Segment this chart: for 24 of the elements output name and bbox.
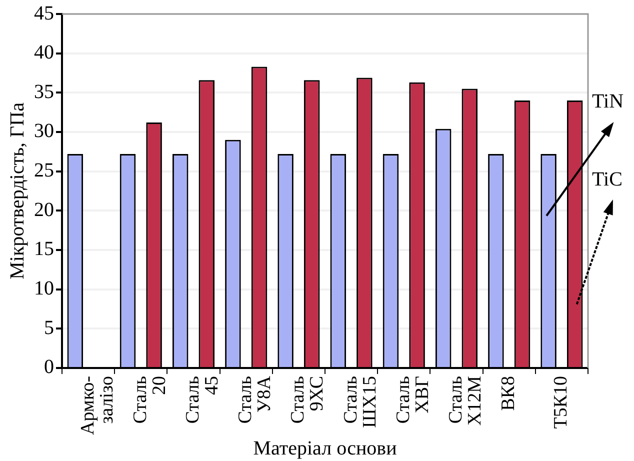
- x-tick-label: Сталь 20: [130, 376, 170, 424]
- y-tick-label: 20: [34, 198, 54, 221]
- x-tick-label: Сталь ШХ15: [340, 376, 380, 428]
- x-tick-label: Сталь ХВГ: [392, 376, 433, 424]
- x-axis-title: Матеріал основи: [253, 437, 398, 460]
- y-tick-label: 30: [34, 120, 54, 142]
- y-tick-label: 0: [44, 356, 54, 378]
- y-tick-label: 5: [44, 316, 54, 339]
- y-tick-label: 15: [34, 238, 54, 260]
- x-tick-label: Сталь 45: [182, 376, 222, 424]
- y-axis-title: Мікротвердість, ГПа: [6, 102, 28, 280]
- y-tick-label: 40: [34, 42, 54, 64]
- y-tick-label: 35: [34, 80, 54, 103]
- text: TiN: [592, 90, 624, 113]
- x-tick-label: Т5К10: [550, 376, 572, 429]
- x-tick-label: Армко- залізо: [77, 376, 118, 436]
- series-label: TiC: [592, 168, 622, 191]
- y-tick-label: 10: [34, 278, 54, 300]
- y-tick-label: 25: [34, 160, 54, 182]
- x-tick-label: ВК8: [498, 376, 520, 411]
- x-tick-label: Сталь У8А: [235, 376, 276, 424]
- x-tick-label: Сталь 9ХС: [288, 376, 328, 424]
- y-tick-label: 45: [34, 2, 54, 24]
- x-tick-label: Сталь Х12М: [445, 376, 486, 426]
